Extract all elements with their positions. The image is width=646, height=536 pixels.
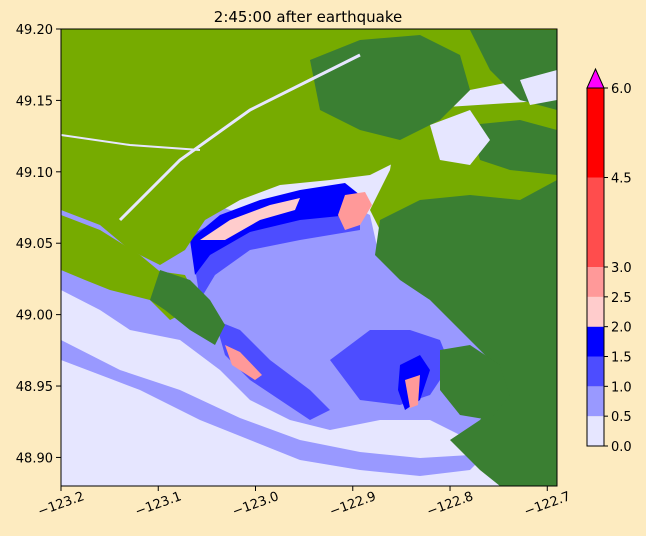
water-bay-north: [430, 110, 490, 165]
wave-band-medium-sw: [215, 320, 330, 420]
colorbar-segment-0: [587, 416, 604, 446]
land-lowland-delta: [61, 215, 170, 300]
colorbar-segment-3: [587, 326, 604, 357]
colorbar-tick-label: 3.0: [611, 261, 632, 276]
land-highland-ene: [470, 120, 557, 175]
y-tick-label: 49.10: [16, 166, 53, 181]
y-tick-label: 49.15: [16, 94, 53, 109]
colorbar-extend-arrow: [586, 67, 605, 89]
x-tick-label: −123.2: [36, 489, 86, 520]
y-tick-label: 49.05: [16, 237, 53, 252]
x-tick-label: −123.1: [133, 489, 183, 520]
colorbar-segment-1: [587, 386, 604, 417]
x-axis: −123.2 −123.1 −123.0 −122.9 −122.8 −122.7: [36, 486, 573, 520]
chart-title: 2:45:00 after earthquake: [214, 8, 402, 26]
plot-frame: [60, 28, 558, 487]
heatmap-image: [61, 29, 557, 486]
colorbar-segment-4: [587, 296, 604, 327]
x-tick-label: −122.9: [328, 489, 378, 520]
colorbar-segment-7: [587, 88, 604, 178]
y-tick-label: 49.20: [16, 23, 53, 38]
wave-band-dark-coast: [190, 183, 360, 275]
y-tick-label: 48.90: [16, 451, 53, 466]
land-highland-point-roberts: [150, 270, 225, 345]
colorbar-segment-5: [587, 267, 604, 297]
wave-high-spot-east: [338, 192, 372, 230]
wave-high-spot-north: [200, 198, 300, 240]
wave-band-light-south: [61, 340, 500, 476]
colorbar-segment-2: [587, 356, 604, 387]
x-tick-label: −122.7: [522, 489, 572, 520]
x-tick-label: −123.0: [231, 489, 281, 520]
colorbar: 0.0 0.5 1.0 1.5 2.0 2.5 3.0 4.5 6.0: [586, 67, 632, 455]
colorbar-tick-label: 2.5: [611, 291, 632, 306]
wave-high-spot-south: [225, 345, 262, 380]
colorbar-tick-label: 1.5: [611, 351, 632, 366]
colorbar-tick-label: 0.0: [611, 440, 632, 455]
y-tick-label: 48.95: [16, 380, 53, 395]
colorbar-tick-label: 0.5: [611, 410, 632, 425]
colorbar-tick-label: 2.0: [611, 321, 632, 336]
river-fraser: [118, 53, 361, 222]
river-arm: [61, 134, 201, 151]
water-bay-ne: [520, 70, 557, 105]
land-highland-se: [440, 345, 510, 420]
colorbar-tick-label: 6.0: [611, 82, 632, 97]
wave-high-spot-pt: [405, 375, 420, 408]
colorbar-tick-label: 4.5: [611, 172, 632, 187]
y-tick-label: 49.00: [16, 309, 53, 324]
colorbar-tick-label: 1.0: [611, 380, 632, 395]
x-tick-label: −122.8: [425, 489, 475, 520]
plot-area: −123.2 −123.1 −123.0 −122.9 −122.8 −122.7 48.…: [16, 23, 573, 520]
land-highland-east: [375, 180, 557, 486]
colorbar-segment-6: [587, 177, 604, 267]
y-axis: 48.90 48.95 49.00 49.05 49.10 49.15 49.20: [16, 23, 61, 466]
